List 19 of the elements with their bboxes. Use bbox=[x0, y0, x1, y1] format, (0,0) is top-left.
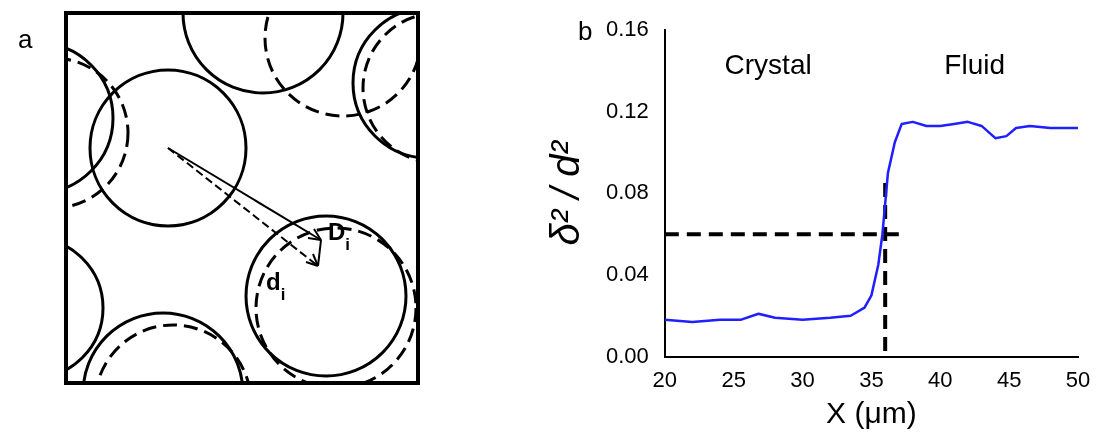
y-tick-label: 0.04 bbox=[605, 261, 649, 287]
x-axis-title: X (μm) bbox=[826, 396, 917, 430]
annotation: Fluid bbox=[944, 48, 1006, 80]
y-tick-label: 0.12 bbox=[605, 97, 649, 123]
y-axis-title: δ² / d² bbox=[543, 139, 588, 246]
text: a bbox=[18, 24, 33, 54]
x-tick-label: 20 bbox=[652, 366, 678, 392]
x-tick-label: 50 bbox=[1065, 366, 1091, 392]
x-tick-label: 30 bbox=[790, 366, 815, 392]
y-tick-label: 0.16 bbox=[605, 16, 649, 42]
chart-title: b bbox=[578, 16, 593, 47]
x-tick-label: 35 bbox=[859, 366, 884, 392]
x-tick-label: 40 bbox=[928, 366, 953, 392]
annotation: Crystal bbox=[724, 48, 812, 80]
text: d$_{i}$ bbox=[266, 268, 286, 304]
y-tick-label: 0.08 bbox=[605, 179, 649, 205]
x-tick-label: 45 bbox=[996, 366, 1022, 392]
y-tick-label: 0.00 bbox=[605, 342, 649, 368]
x-tick-label: 25 bbox=[721, 366, 746, 392]
